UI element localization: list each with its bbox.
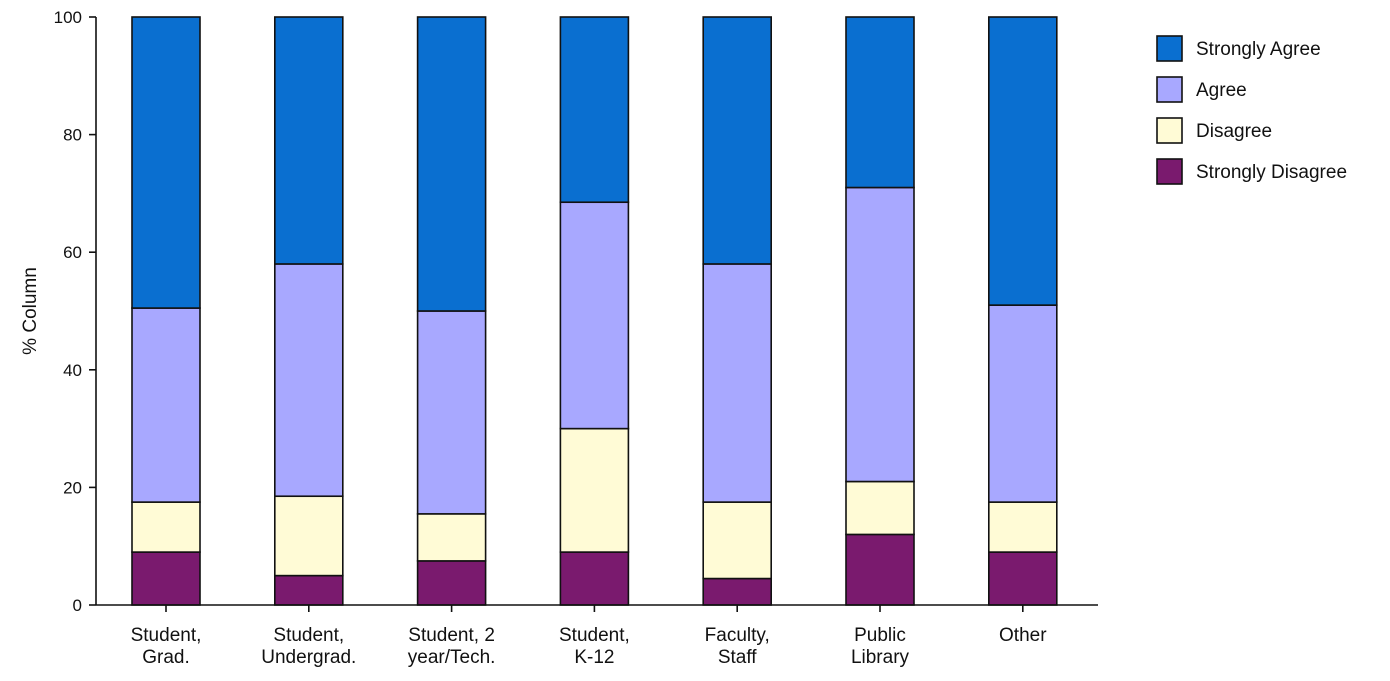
bar-segment-strongly-disagree (131, 551, 201, 606)
bar-segment-disagree (559, 427, 630, 553)
bar-segment-disagree (131, 501, 201, 553)
y-tick-label: 80 (63, 126, 82, 145)
legend-label-agree: Agree (1196, 80, 1247, 101)
bar-segment-strongly-agree (131, 16, 201, 309)
bar-segment-disagree (416, 513, 487, 562)
y-tick-label: 60 (63, 243, 82, 262)
bar-segment-disagree (845, 480, 915, 536)
y-tick-label: 40 (63, 361, 82, 380)
legend-swatch-agree (1156, 76, 1183, 103)
bar-segment-strongly-disagree (702, 577, 773, 606)
x-tick-label: Student, 2 year/Tech. (408, 625, 496, 668)
legend: Strongly Agree Agree Disagree Strongly Disa… (1156, 35, 1347, 185)
y-tick-label: 0 (73, 596, 82, 615)
bar-segment-disagree (702, 501, 773, 580)
legend-swatch-strongly-disagree (1156, 158, 1183, 185)
bar-segment-strongly-disagree (559, 551, 630, 606)
y-axis-title: % Column (20, 267, 41, 355)
bar-segment-agree (131, 307, 201, 503)
bar-segment-agree (273, 263, 344, 498)
y-tick-label: 100 (54, 8, 82, 27)
axes: Student, Grad. Student, Undergrad. Student, … (20, 8, 1098, 668)
x-tick-label: Student, Grad. (131, 625, 202, 668)
bar-segment-agree (416, 310, 487, 515)
bar-segment-strongly-disagree (987, 551, 1058, 606)
bar-segment-agree (987, 304, 1058, 503)
bar-segment-agree (845, 186, 915, 483)
bar-segment-disagree (987, 501, 1058, 553)
bar-segment-strongly-disagree (416, 560, 487, 606)
bar-segment-strongly-disagree (845, 533, 915, 606)
legend-label-strongly-disagree: Strongly Disagree (1196, 162, 1347, 183)
bar-segment-disagree (273, 495, 344, 577)
x-tick-label: Other (999, 625, 1047, 646)
bar-segment-strongly-agree (987, 16, 1058, 306)
bar-segment-agree (559, 201, 630, 430)
legend-label-disagree: Disagree (1196, 121, 1272, 142)
legend-swatch-strongly-agree (1156, 35, 1183, 62)
bar-segment-strongly-agree (273, 16, 344, 265)
legend-swatch-disagree (1156, 117, 1183, 144)
y-tick-label: 20 (63, 478, 82, 497)
bar-segment-strongly-agree (845, 16, 915, 189)
x-tick-label: Faculty, Staff (705, 625, 770, 668)
x-tick-label: Student, K-12 (559, 625, 630, 668)
bar-segment-agree (702, 263, 773, 503)
legend-label-strongly-agree: Strongly Agree (1196, 39, 1321, 60)
bar-segment-strongly-agree (559, 16, 630, 204)
bar-segment-strongly-agree (416, 16, 487, 312)
plot-area (131, 16, 1058, 606)
x-tick-label: Public Library (851, 625, 910, 668)
bar-segment-strongly-agree (702, 16, 773, 265)
x-tick-label: Student, Undergrad. (261, 625, 356, 668)
bar-segment-strongly-disagree (273, 574, 344, 606)
